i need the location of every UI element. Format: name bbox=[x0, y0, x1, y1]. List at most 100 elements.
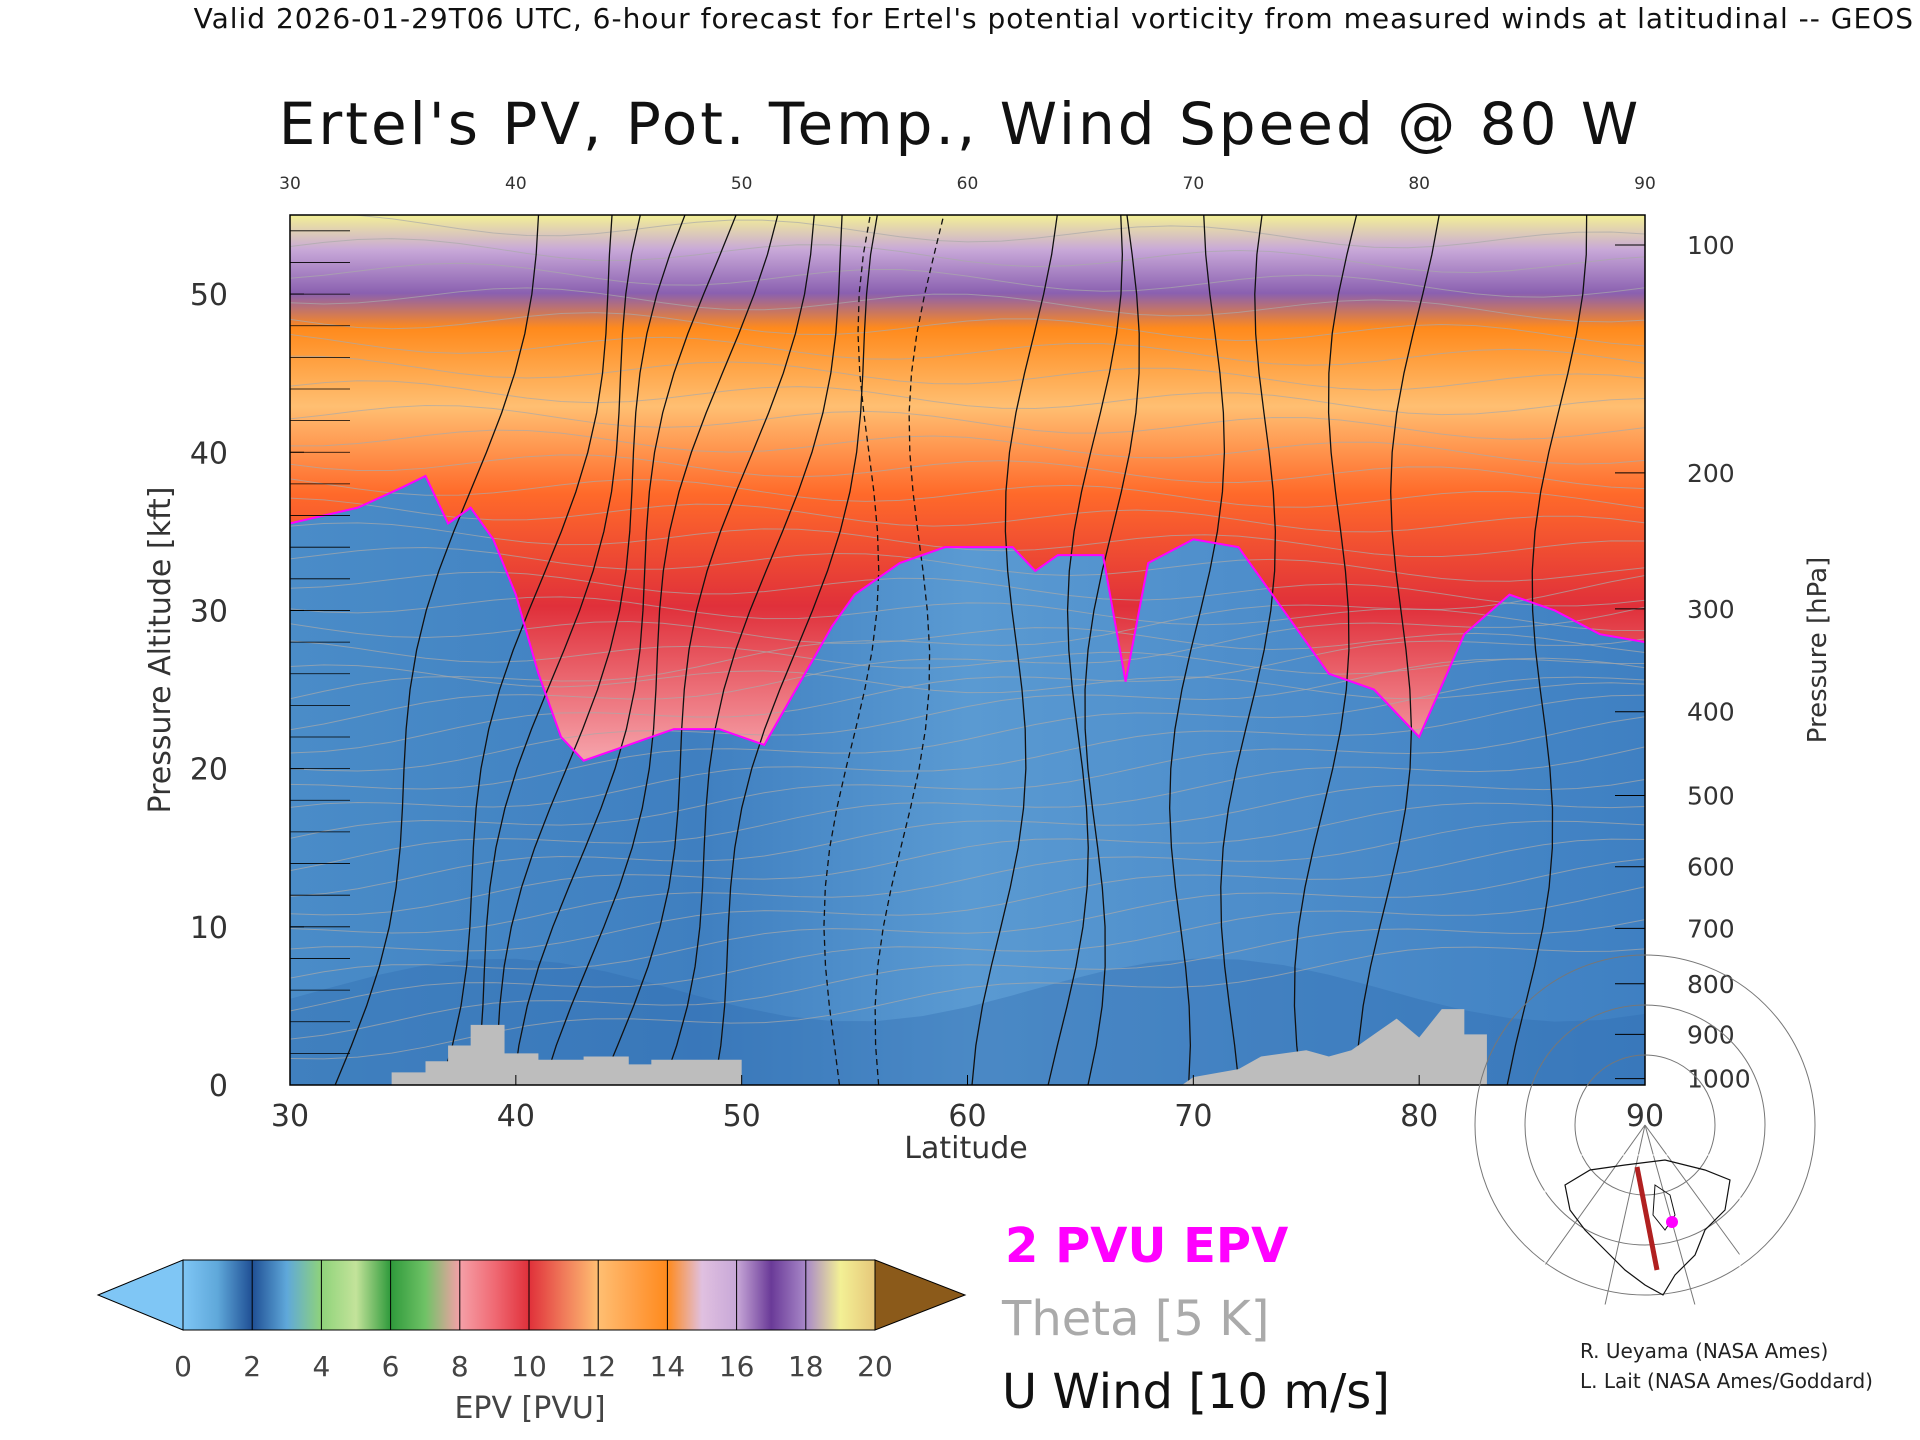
colorbar-tick-label: 10 bbox=[511, 1350, 547, 1383]
x-tick-label: 70 bbox=[1174, 1099, 1212, 1134]
theta-contour bbox=[290, 333, 1645, 366]
colorbar-label: EPV [PVU] bbox=[454, 1391, 605, 1426]
x-top-tick-label: 90 bbox=[1634, 174, 1656, 194]
wind-contour bbox=[1355, 215, 1440, 1085]
pressure-tick-label: 300 bbox=[1687, 595, 1735, 624]
theta-contour bbox=[290, 497, 1645, 533]
colorbar-tick-label: 8 bbox=[451, 1350, 469, 1383]
y-tick-label: 40 bbox=[190, 436, 228, 471]
theta-contour bbox=[290, 838, 1645, 952]
x-top-tick-label: 60 bbox=[957, 174, 979, 194]
theta-contour bbox=[290, 664, 1645, 700]
chart-title: Ertel's PV, Pot. Temp., Wind Speed @ 80 … bbox=[278, 90, 1642, 158]
x-top-tick-label: 40 bbox=[505, 174, 527, 194]
x-tick-label: 80 bbox=[1400, 1099, 1438, 1134]
theta-contour bbox=[290, 546, 1645, 582]
theta-contour bbox=[290, 215, 1645, 249]
wind-contour bbox=[1220, 215, 1277, 1085]
x-top-tick-label: 70 bbox=[1183, 174, 1205, 194]
theta-contour bbox=[290, 946, 1645, 1060]
x-tick-label: 50 bbox=[723, 1099, 761, 1134]
theta-contour bbox=[290, 621, 1645, 654]
theta-contour bbox=[290, 716, 1645, 839]
theta-contours bbox=[290, 215, 1645, 1060]
legend: 2 PVU EPV Theta [5 K] U Wind [10 m/s] bbox=[1001, 1218, 1390, 1420]
wind-contour bbox=[600, 215, 815, 1085]
wind-contour bbox=[874, 215, 945, 1085]
theta-contour bbox=[290, 404, 1645, 440]
x-tick-label: 30 bbox=[271, 1099, 309, 1134]
theta-contour bbox=[290, 886, 1645, 1012]
wind-contour bbox=[475, 215, 641, 1085]
valid-time-header: Valid 2026-01-29T06 UTC, 6-hour forecast… bbox=[193, 2, 1914, 35]
wind-contour bbox=[971, 215, 1058, 1085]
colorbar-tick-label: 18 bbox=[788, 1350, 824, 1383]
theta-contour bbox=[290, 746, 1645, 872]
theta-contour bbox=[290, 694, 1645, 808]
x-tick-label: 40 bbox=[497, 1099, 535, 1134]
colorbar-tick-label: 16 bbox=[719, 1350, 755, 1383]
wind-contour bbox=[512, 215, 737, 1085]
y-axis-label-right: Pressure [hPa] bbox=[1803, 557, 1833, 744]
theta-contour bbox=[290, 287, 1645, 323]
theta-contour bbox=[290, 454, 1645, 490]
surface-terrain bbox=[290, 1009, 1645, 1085]
tropopause-2pvu-line bbox=[290, 474, 1645, 762]
y-tick-label: 20 bbox=[190, 753, 228, 788]
colorbar-tick-label: 6 bbox=[382, 1350, 400, 1383]
theta-contour bbox=[290, 238, 1645, 273]
colorbar-tick-label: 4 bbox=[312, 1350, 330, 1383]
wind-contour bbox=[1506, 215, 1588, 1085]
theta-contour bbox=[290, 606, 1645, 731]
pressure-tick-label: 100 bbox=[1687, 231, 1735, 260]
colorbar: 0 2 4 6 8 10 12 14 16 18 20 EPV [PVU] bbox=[96, 1259, 967, 1426]
theta-contour bbox=[290, 312, 1645, 347]
colorbar-ticks: 0 2 4 6 8 10 12 14 16 18 20 bbox=[174, 1260, 893, 1383]
colorbar-tick-label: 2 bbox=[243, 1350, 261, 1383]
y-tick-label: 50 bbox=[190, 278, 228, 313]
y-tick-label: 0 bbox=[209, 1069, 228, 1104]
theta-contour bbox=[290, 676, 1645, 790]
wind-contour bbox=[495, 215, 686, 1085]
troposphere-field bbox=[290, 476, 1645, 1085]
credit-line-2: L. Lait (NASA Ames/Goddard) bbox=[1580, 1369, 1873, 1393]
theta-contour bbox=[290, 380, 1645, 416]
theta-contour bbox=[290, 638, 1645, 754]
theta-contour bbox=[290, 355, 1645, 391]
theta-contour bbox=[290, 571, 1645, 607]
credit-line-1: R. Ueyama (NASA Ames) bbox=[1580, 1339, 1828, 1363]
theta-contour bbox=[290, 820, 1645, 934]
theta-contour bbox=[290, 429, 1645, 465]
wind-contour bbox=[1084, 215, 1140, 1085]
wind-contour bbox=[662, 215, 843, 1085]
theta-contour bbox=[290, 858, 1645, 979]
pressure-tick-label: 600 bbox=[1687, 853, 1735, 882]
colorbar-tick-label: 14 bbox=[650, 1350, 686, 1383]
colorbar-tick-label: 20 bbox=[857, 1350, 893, 1383]
x-top-tick-label: 50 bbox=[731, 174, 753, 194]
theta-contour bbox=[290, 658, 1645, 772]
theta-contour bbox=[290, 802, 1645, 916]
wind-contour bbox=[713, 215, 878, 1085]
colorbar-under-arrow bbox=[96, 1259, 184, 1331]
x-top-tick-label: 80 bbox=[1408, 174, 1430, 194]
wind-contour bbox=[823, 215, 880, 1085]
wind-contours bbox=[334, 215, 1588, 1085]
theta-contour bbox=[290, 522, 1645, 558]
wind-contour bbox=[1169, 215, 1226, 1085]
pressure-tick-label: 700 bbox=[1687, 914, 1735, 943]
wind-contour bbox=[440, 215, 613, 1085]
x-axis-label: Latitude bbox=[904, 1131, 1027, 1166]
theta-contour bbox=[290, 640, 1645, 675]
legend-epv: 2 PVU EPV bbox=[1005, 1218, 1288, 1274]
locator-map bbox=[1474, 954, 1816, 1306]
wind-contour bbox=[334, 215, 540, 1085]
y-tick-label: 30 bbox=[190, 594, 228, 629]
pressure-tick-label: 800 bbox=[1687, 970, 1735, 999]
colorbar-over-arrow bbox=[874, 1259, 967, 1331]
colorbar-tick-label: 0 bbox=[174, 1350, 192, 1383]
pressure-tick-label: 500 bbox=[1687, 782, 1735, 811]
pressure-tick-label: 200 bbox=[1687, 459, 1735, 488]
wind-contour bbox=[1047, 215, 1124, 1085]
y-axis-label-left: Pressure Altitude [kft] bbox=[143, 487, 178, 814]
